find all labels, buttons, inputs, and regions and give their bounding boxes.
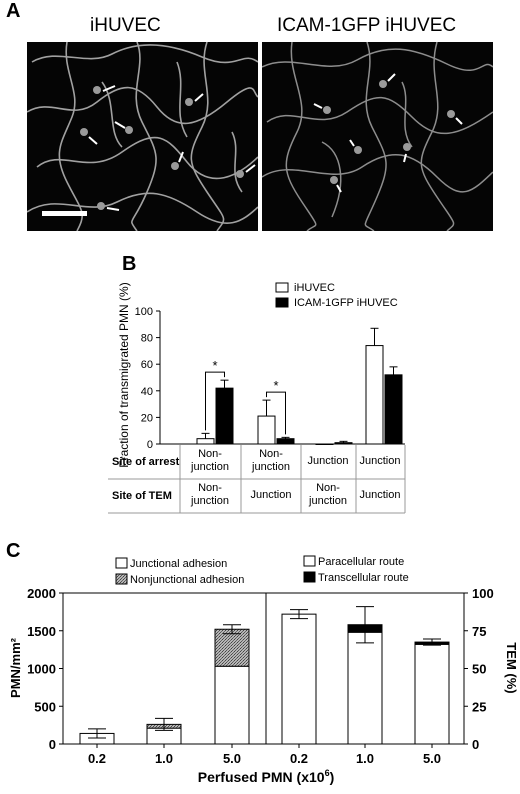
panel-c-frame: [62, 592, 465, 745]
panel-c-left-bar-0: [214, 665, 250, 745]
micrograph-ihuvec: [27, 42, 258, 231]
panel-c-ytick-right-label: 0: [472, 737, 479, 752]
table-cell-arrest: Non-junction: [251, 448, 290, 473]
panel-c-ytick-right-label: 25: [472, 699, 486, 714]
legend-icam: ICAM-1GFP iHUVEC: [294, 297, 398, 309]
legend-nonjunctional: Nonjunctional adhesion: [130, 574, 244, 586]
table-cell-arrest: Junction: [360, 455, 401, 467]
panel-c-ytick-left-label: 1000: [27, 662, 56, 677]
panel-b-ytick-label: 0: [147, 439, 153, 451]
panel-b-ytick-label: 60: [141, 359, 153, 371]
row-label-arrest: Site of arrest: [112, 456, 180, 468]
panel-c-xlabel: Perfused PMN (x106): [198, 768, 335, 785]
panel-b-table: [108, 445, 406, 514]
panel-c-right-bar-0: [281, 613, 317, 745]
panel-b-ylabel: Fraction of transmigrated PMN (%): [117, 282, 131, 467]
panel-b-ytick-label: 20: [141, 412, 153, 424]
panel-c-bars: [79, 606, 450, 745]
table-cell-tem: Junction: [251, 489, 292, 501]
table-cell-tem: Non-junction: [190, 482, 229, 507]
panel-c-ytick-left-label: 500: [34, 699, 56, 714]
significance-bracket: [266, 391, 286, 435]
panel-b-bar: [315, 443, 334, 445]
panel-b-label: B: [122, 253, 137, 275]
panel-b-ytick-label: 100: [135, 306, 153, 318]
legend-swatch-junctional: [115, 557, 128, 569]
panel-b-yticks: 0 20 40 60 80 100: [135, 306, 405, 451]
legend-ihuvec: iHUVEC: [294, 282, 335, 294]
panel-c-ytick-right-label: 100: [472, 586, 494, 601]
panel-c-right-xtick-label: 0.2: [290, 751, 308, 766]
panel-c-left-xtick-label: 1.0: [155, 751, 173, 766]
panel-c-ytick-right-label: 75: [472, 624, 486, 639]
panel-c-ytick-left-label: 0: [49, 737, 56, 752]
panel-c-ytick-right-label: 50: [472, 662, 486, 677]
panel-a-label: A: [6, 0, 21, 22]
panel-c-left-xtick-label: 0.2: [88, 751, 106, 766]
panel-c-ylabel-left: PMN/mm²: [8, 637, 23, 698]
significance-star: *: [212, 358, 217, 373]
legend-swatch-icam: [275, 297, 289, 308]
panel-c-right-bar-0: [414, 643, 450, 745]
panel-c-ytick-left-label: 2000: [27, 586, 56, 601]
table-cell-arrest: Non-junction: [190, 448, 229, 473]
significance-bracket: [205, 371, 225, 431]
panel-c-right-xtick-label: 1.0: [356, 751, 374, 766]
panel-b-ytick-label: 40: [141, 386, 153, 398]
legend-paracellular: Paracellular route: [318, 556, 404, 568]
panel-b-bars: **: [196, 327, 403, 445]
panel-c-right-bar-0: [347, 631, 383, 745]
panel-c-ytick-left-label: 1500: [27, 624, 56, 639]
table-cell-tem: Non-junction: [308, 482, 347, 507]
legend-swatch-transcellular: [303, 571, 316, 583]
legend-junctional: Junctional adhesion: [130, 558, 227, 570]
panel-b-ytick-label: 80: [141, 333, 153, 345]
panel-c-right-xtick-label: 5.0: [423, 751, 441, 766]
micrograph-left-title: iHUVEC: [90, 15, 161, 36]
legend-swatch-paracellular: [303, 555, 316, 567]
row-label-tem: Site of TEM: [112, 490, 172, 502]
table-cell-tem: Junction: [360, 489, 401, 501]
legend-transcellular: Transcellular route: [318, 572, 409, 584]
panel-c-ticks: 0 500 1000 1500 2000 0 25 50 75 100 0.2 1.0 5.0 0.2 1.…: [27, 586, 494, 766]
panel-c-ylabel-right: TEM (%): [504, 642, 519, 693]
significance-star: *: [273, 378, 278, 393]
table-cell-arrest: Junction: [308, 455, 349, 467]
panel-c-left-bar-1: [214, 628, 250, 667]
panel-c-left-xtick-label: 5.0: [223, 751, 241, 766]
micrograph-icam1gfp: [262, 42, 493, 231]
panel-c-label: C: [6, 540, 21, 562]
legend-swatch-ihuvec: [275, 282, 289, 293]
panel-b-table-cells: Non-junction Non-junction Junction Junction…: [190, 448, 400, 507]
legend-swatch-nonjunctional: [115, 573, 128, 585]
panel-b-chart: iHUVEC ICAM-1GFP iHUVEC Fraction of tran…: [108, 282, 406, 514]
micrograph-right-title: ICAM-1GFP iHUVEC: [277, 15, 457, 36]
